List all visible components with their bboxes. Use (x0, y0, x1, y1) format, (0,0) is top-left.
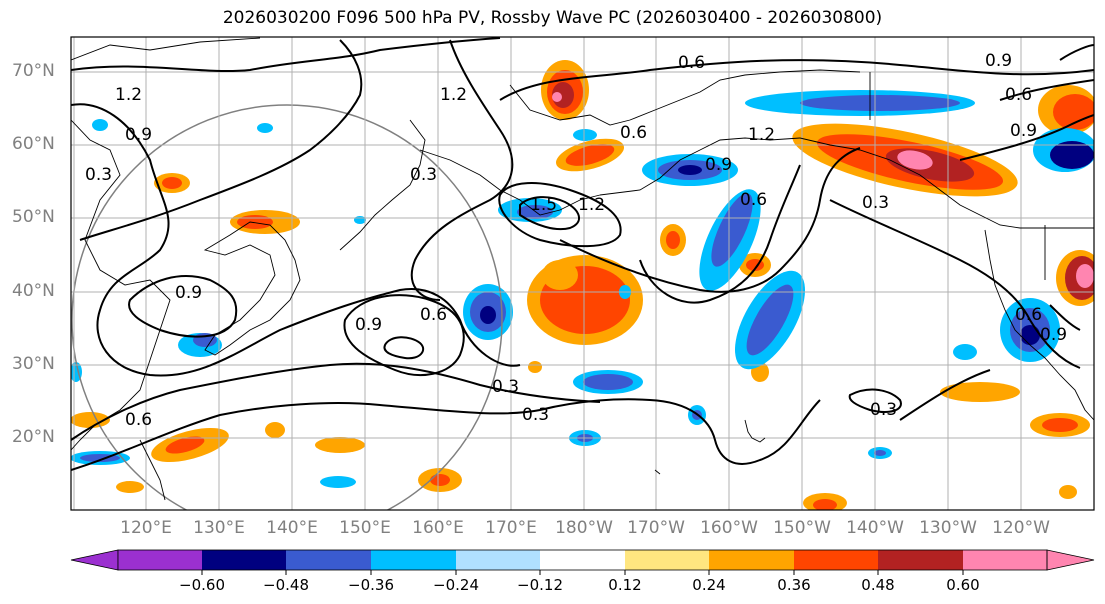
contour-label: 1.2 (115, 85, 142, 105)
pv-anomaly-shading (71, 60, 1094, 510)
colorbar-outline (117, 549, 1048, 571)
map-title: 2026030200 F096 500 hPa PV, Rossby Wave … (222, 8, 883, 28)
longitude-label: 130°W (919, 518, 977, 538)
latitude-label: 30°N (12, 354, 55, 374)
longitude-label: 140°W (846, 518, 904, 538)
colorbar-tick-label: 0.24 (692, 576, 726, 594)
contour-label: 0.3 (492, 377, 519, 397)
contour-label: 0.6 (420, 305, 447, 325)
colorbar (70, 549, 1095, 575)
coastlines (71, 37, 1094, 501)
contour-label: 0.9 (355, 315, 382, 335)
contour-label: 0.6 (620, 123, 647, 143)
contour-label: 0.6 (1005, 85, 1032, 105)
longitude-label: 130°E (193, 518, 245, 538)
colorbar-bin (963, 550, 1047, 570)
colorbar-bin (118, 550, 202, 570)
colorbar-tick-label: −0.24 (433, 576, 479, 594)
contour-label: 0.3 (522, 405, 549, 425)
colorbar-tick-label: 0.36 (777, 576, 811, 594)
contour-label: 0.6 (1015, 305, 1042, 325)
colorbar-bin (371, 550, 456, 570)
contour-label: 0.9 (705, 155, 732, 175)
colorbar-tick-label: −0.48 (263, 576, 309, 594)
colorbar-tick-label: −0.36 (348, 576, 394, 594)
colorbar-bin (625, 550, 709, 570)
contour-label: 0.9 (125, 125, 152, 145)
contour-label-group: 0.6 0.9 1.2 0.3 0.9 0.6 0.6 1.2 0.9 0.6 … (85, 51, 1067, 430)
colorbar-tick-label: −0.12 (517, 576, 563, 594)
colorbar-bin (709, 550, 794, 570)
pv-anomaly-shading-negative (71, 90, 1094, 488)
longitude-label: 180°W (555, 518, 613, 538)
pv-contours (71, 37, 1094, 471)
contour-label: 0.3 (862, 193, 889, 213)
colorbar-tick-label: −0.60 (179, 576, 225, 594)
longitude-label: 120°E (120, 518, 172, 538)
colorbar-bin (794, 550, 878, 570)
longitude-label: 140°E (266, 518, 318, 538)
colorbar-extend-high (1046, 549, 1095, 571)
latitude-label: 40°N (12, 281, 55, 301)
contour-label: 0.6 (125, 410, 152, 430)
map-frame (70, 36, 1095, 511)
colorbar-tick-label: 0.60 (946, 576, 980, 594)
colorbar-bin (202, 550, 286, 570)
contour-label: 0.3 (410, 165, 437, 185)
longitude-label: 150°E (339, 518, 391, 538)
longitude-label: 150°W (773, 518, 831, 538)
latitude-label: 70°N (12, 61, 55, 81)
contour-label: 0.9 (1010, 121, 1037, 141)
longitude-label: 120°W (992, 518, 1050, 538)
contour-label: 1.2 (440, 85, 467, 105)
contour-label: 1.5 (530, 195, 557, 215)
contour-label: 0.6 (740, 190, 767, 210)
longitude-label: 160°E (412, 518, 464, 538)
contour-label: 1.2 (748, 125, 775, 145)
contour-label: 0.9 (175, 283, 202, 303)
contour-label: 1.2 (578, 195, 605, 215)
colorbar-bin (456, 550, 540, 570)
contour-label: 0.9 (1040, 325, 1067, 345)
colorbar-bin (286, 550, 371, 570)
contour-label: 0.3 (870, 400, 897, 420)
longitude-label: 170°W (627, 518, 685, 538)
longitude-label: 170°E (485, 518, 537, 538)
region-circle (71, 104, 503, 510)
contour-label: 0.6 (678, 53, 705, 73)
colorbar-bin (540, 550, 625, 570)
contour-label: 0.3 (85, 165, 112, 185)
longitude-label: 160°W (700, 518, 758, 538)
latitude-label: 60°N (12, 134, 55, 154)
colorbar-tick-label: 0.48 (861, 576, 895, 594)
colorbar-bin (878, 550, 963, 570)
colorbar-extend-low (70, 549, 119, 571)
latitude-label: 50°N (12, 207, 55, 227)
colorbar-tick-label: 0.12 (608, 576, 642, 594)
contour-label: 0.9 (985, 51, 1012, 71)
latitude-label: 20°N (12, 427, 55, 447)
